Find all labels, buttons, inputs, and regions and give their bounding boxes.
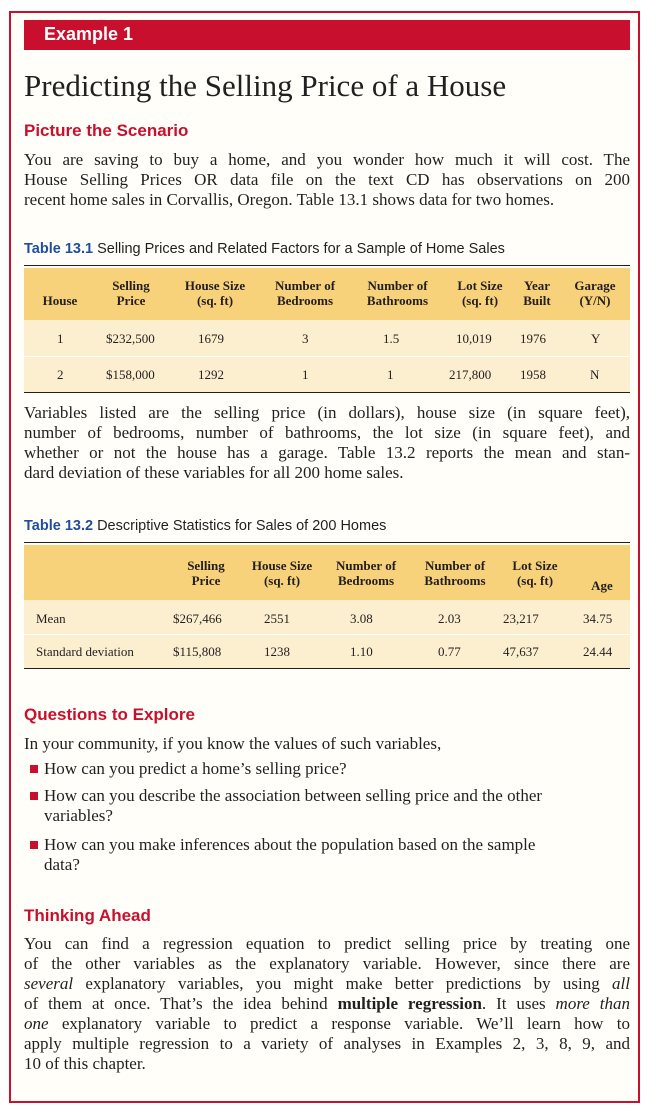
table1-cell: 217,800: [449, 367, 492, 382]
table1-header-cell: Garage (Y/N): [574, 278, 616, 308]
example-title: Predicting the Selling Price of a House: [24, 68, 507, 103]
table1-top-rule: [24, 265, 630, 266]
table2-label: Table 13.2: [24, 518, 94, 534]
table2-header-cell: Age: [591, 578, 613, 593]
scenario-heading: Picture the Scenario: [24, 121, 189, 140]
table1-cell: 2: [57, 367, 64, 382]
thinking-heading: Thinking Ahead: [24, 906, 151, 925]
table1-cell: 1292: [198, 367, 224, 382]
scenario-line: recent home sales in Corvallis, Oregon. …: [24, 190, 555, 209]
table1-header-cell: Selling Price: [112, 278, 150, 308]
example-label: Example 1: [44, 24, 134, 44]
table1-header: [24, 268, 630, 320]
table2-row-label: Standard deviation: [36, 644, 134, 659]
scenario-line: House Selling Prices OR data file on the…: [24, 170, 630, 189]
table1-cell: Y: [591, 331, 601, 346]
table2-title: Descriptive Statistics for Sales of 200 …: [97, 518, 387, 534]
table1-header-cell: Lot Size (sq. ft): [457, 278, 503, 308]
variables-line: whether or not the house has a garage. T…: [24, 443, 630, 462]
table1-header-cell: House: [42, 293, 78, 308]
table2-header-cell: Number of Bathrooms: [424, 558, 486, 588]
table2-cell: 0.77: [438, 644, 461, 659]
table1-header-cell: House Size (sq. ft): [184, 278, 246, 308]
table1-bottom-rule: [24, 392, 630, 393]
scenario-paragraph: You are saving to buy a home, and you wo…: [24, 150, 630, 210]
table1-cell: 3: [302, 331, 309, 346]
table2-cell: $115,808: [173, 644, 222, 659]
table2-row-label: Mean: [36, 611, 66, 626]
table1-cell: $232,500: [106, 331, 155, 346]
question-item: How can you make inferences about the po…: [44, 835, 536, 874]
table2-cell: 23,217: [503, 611, 539, 626]
question-item: How can you describe the association bet…: [44, 786, 543, 825]
table2-row-divider: [24, 634, 630, 635]
scenario-line: You are saving to buy a home, and you wo…: [24, 150, 630, 169]
table1-caption: Table 13.1 Selling Prices and Related Fa…: [24, 241, 505, 257]
table1-cell: 1.5: [383, 331, 400, 346]
table2-cell: $267,466: [173, 611, 222, 626]
table1-cell: $158,000: [106, 367, 155, 382]
bullet-square-icon: [30, 765, 38, 773]
variables-line: number of bedrooms, number of bathrooms,…: [24, 423, 630, 442]
table1-cell: 10,019: [456, 331, 492, 346]
table1-cell: 1: [387, 367, 394, 382]
table1-header-cell: Number of Bathrooms: [366, 278, 429, 308]
table2-cell: 1238: [264, 644, 290, 659]
table2-header: [24, 545, 630, 600]
variables-line: dard deviation of these variables for al…: [24, 463, 404, 482]
table2-header-cell: Number of Bedrooms: [335, 558, 397, 588]
questions-heading: Questions to Explore: [24, 705, 195, 724]
question-item: How can you predict a home’s selling pri…: [44, 759, 347, 778]
table2-cell: 34.75: [583, 611, 613, 626]
variables-paragraph: Variables listed are the selling price (…: [24, 403, 630, 483]
table1-cell: 1: [302, 367, 309, 382]
table1-cell: 1958: [520, 367, 546, 382]
table2-caption: Table 13.2 Descriptive Statistics for Sa…: [24, 518, 386, 534]
table1-cell: 1679: [198, 331, 224, 346]
table2-top-rule: [24, 542, 630, 543]
table1-header-cell: Number of Bedrooms: [274, 278, 336, 308]
table2-header-cell: Selling Price: [187, 558, 225, 588]
table2-cell: 2551: [264, 611, 290, 626]
table2-cell: 2.03: [438, 611, 461, 626]
thinking-paragraph: You can find a regression equation to pr…: [24, 934, 630, 1073]
table2-header-cell: Lot Size (sq. ft): [512, 558, 558, 588]
table1-cell: N: [590, 367, 600, 382]
table1-cell: 1: [57, 331, 64, 346]
table2-cell: 24.44: [583, 644, 613, 659]
variables-line: Variables listed are the selling price (…: [24, 403, 630, 422]
table1-title: Selling Prices and Related Factors for a…: [97, 241, 505, 257]
table1-label: Table 13.1: [24, 241, 94, 257]
table1-cell: 1976: [520, 331, 546, 346]
table1-row-divider: [24, 356, 630, 357]
table2-cell: 3.08: [350, 611, 373, 626]
bullet-square-icon: [30, 841, 38, 849]
table2-bottom-rule: [24, 668, 630, 669]
table1-header-cell: Year Built: [523, 278, 551, 308]
table2-cell: 1.10: [350, 644, 373, 659]
questions-intro: In your community, if you know the value…: [24, 734, 442, 753]
table2-cell: 47,637: [503, 644, 539, 659]
bullet-square-icon: [30, 792, 38, 800]
table2-header-cell: House Size (sq. ft): [251, 558, 313, 588]
example-label-bar: Example 1: [24, 20, 630, 50]
